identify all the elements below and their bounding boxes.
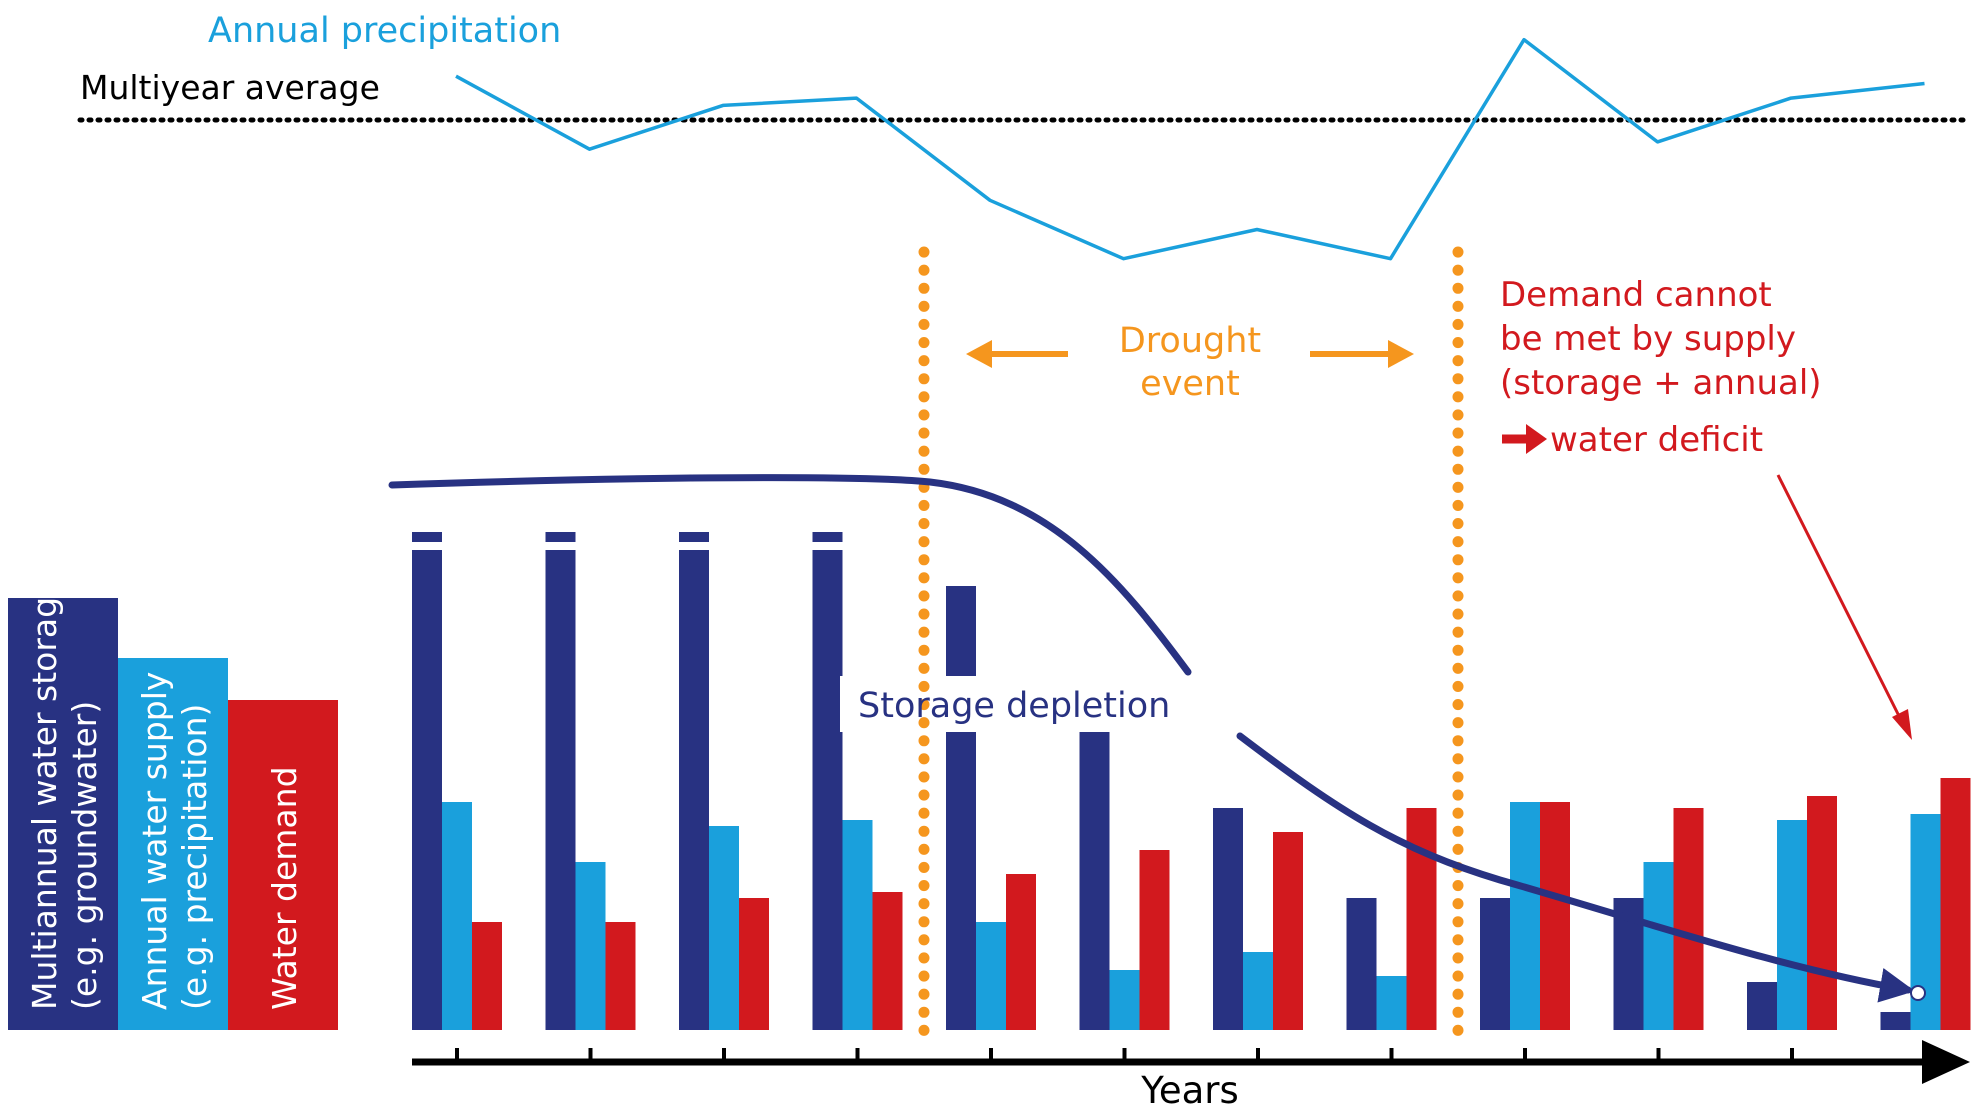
drought-right-arrow [1310, 340, 1414, 368]
supply-bar [1243, 952, 1273, 1030]
demand-bar [872, 892, 903, 1030]
bar-group-year-9 [1480, 802, 1570, 1030]
bar-group-year-7 [1213, 808, 1303, 1030]
supply-bar [1643, 862, 1674, 1030]
storage-bar [1880, 1012, 1911, 1030]
storage-bar [812, 550, 843, 1030]
label-backdrop [840, 676, 1240, 732]
supply-bar [1376, 976, 1407, 1030]
bar-groups [412, 532, 1971, 1030]
legend-storage-bar [8, 598, 118, 1030]
legend-supply-label: Annual water supply [135, 672, 174, 1010]
supply-bar [1777, 820, 1807, 1030]
bar-group-year-2 [545, 532, 636, 1030]
supply-bar [1109, 970, 1140, 1030]
storage-bar [545, 550, 576, 1030]
storage-depletion: Storage depletion [388, 474, 1926, 1003]
demand-bar [1139, 850, 1170, 1030]
storage-bar [1346, 898, 1377, 1030]
demand-bar [1807, 796, 1837, 1030]
bar-group-year-11 [1747, 796, 1837, 1030]
years-axis-label: Years [1140, 1069, 1239, 1109]
legend-demand-label: Water demand [265, 766, 304, 1010]
deficit-annotation: Demand cannot be met by supply (storage … [1500, 275, 1912, 740]
demand-bar [472, 922, 502, 1030]
storage-bar-cap [812, 532, 843, 542]
deficit-label-line1: Demand cannot [1500, 275, 1772, 315]
drought-left-arrow [966, 340, 1068, 368]
storage-bar [412, 550, 442, 1030]
legend-demand-bar [228, 700, 338, 1030]
supply-bar [1510, 802, 1540, 1030]
annual-precipitation-label: Annual precipitation [208, 11, 561, 51]
legend-storage-label: Multiannual water storage [25, 577, 64, 1010]
precipitation-line [455, 37, 1925, 261]
drought-label-line1: Drought [1119, 321, 1261, 361]
storage-bar-cap [412, 532, 442, 542]
deficit-label-line2: be met by supply [1500, 319, 1796, 359]
demand-bar [1273, 832, 1303, 1030]
demand-bar [1006, 874, 1036, 1030]
storage-bar-cap [545, 532, 576, 542]
demand-bar [1940, 778, 1971, 1030]
legend: Multiannual water storage (e.g. groundwa… [8, 577, 338, 1030]
precipitation-panel: Annual precipitation Multiyear average [77, 11, 1969, 261]
demand-bar [739, 898, 769, 1030]
bar-group-year-1 [412, 532, 502, 1030]
depletion-endpoint [1910, 985, 1926, 1001]
year-ticks [455, 1048, 1928, 1062]
multiyear-average-label: Multiyear average [80, 68, 380, 107]
storage-bar [1079, 688, 1110, 1030]
demand-bar [1540, 802, 1570, 1030]
deficit-arrow-icon [1502, 424, 1547, 454]
years-axis: Years [412, 1040, 1970, 1109]
storage-bar-cap [679, 532, 709, 542]
storage-depletion-label: Storage depletion [858, 686, 1170, 726]
storage-bar [1213, 808, 1243, 1030]
drought-label-line2: event [1140, 364, 1240, 404]
demand-bar [605, 922, 636, 1030]
demand-bar [1673, 808, 1704, 1030]
bar-group-year-4 [812, 532, 903, 1030]
bar-group-year-3 [679, 532, 769, 1030]
legend-storage-sublabel: (e.g. groundwater) [65, 701, 104, 1010]
legend-supply-sublabel: (e.g. precipitation) [175, 704, 214, 1010]
deficit-label-line4: water deficit [1550, 420, 1763, 460]
bar-group-year-5 [946, 586, 1036, 1030]
supply-bar [442, 802, 472, 1030]
storage-depletion-curve-upper [388, 474, 1192, 676]
legend-supply-bar [118, 658, 228, 1030]
storage-depletion-curve-lower [1236, 732, 1915, 1003]
supply-bar [976, 922, 1006, 1030]
storage-bar [679, 550, 709, 1030]
storage-bar [1480, 898, 1510, 1030]
bar-group-year-8 [1346, 808, 1437, 1030]
supply-bar [575, 862, 606, 1030]
supply-bar [709, 826, 739, 1030]
demand-bar [1406, 808, 1437, 1030]
storage-bar [1747, 982, 1777, 1030]
supply-bar [842, 820, 873, 1030]
storage-bar [946, 586, 976, 1030]
years-axis-arrow [1922, 1040, 1970, 1084]
deficit-pointer-arrow [1776, 474, 1912, 740]
bar-group-year-6 [1079, 688, 1170, 1030]
deficit-label-line3: (storage + annual) [1500, 363, 1822, 403]
drought-event: Drought event [918, 246, 1464, 1046]
